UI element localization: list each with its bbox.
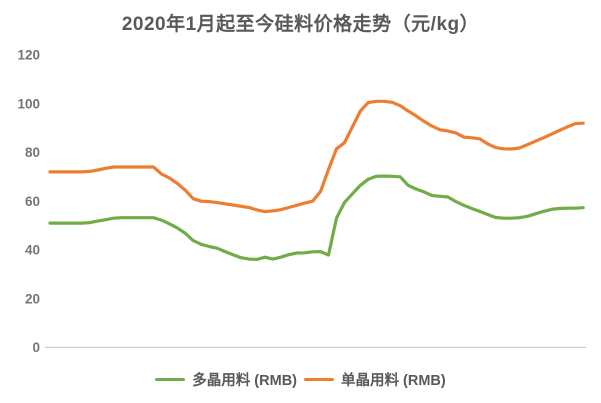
legend-label-monosilicon: 单晶用料 (RMB): [341, 373, 446, 389]
legend-label-polysilicon: 多晶用料 (RMB): [192, 373, 297, 389]
y-tick-120: 120: [17, 48, 40, 63]
y-tick-20: 20: [25, 291, 40, 306]
green-line-swatch-icon: [155, 377, 186, 382]
y-tick-0: 0: [32, 340, 40, 355]
y-tick-80: 80: [25, 145, 40, 160]
y-tick-100: 100: [17, 96, 40, 111]
orange-line-swatch-icon: [304, 377, 334, 382]
y-axis-tick-labels: 120 100 80 60 40 20 0: [17, 48, 40, 355]
chart-legend: 多晶用料 (RMB) 单晶用料 (RMB): [0, 369, 601, 390]
y-tick-40: 40: [25, 243, 40, 258]
series-line-polysilicon: [48, 174, 585, 261]
chart-title: 2020年1月起至今硅料价格走势（元/kg）: [121, 14, 480, 35]
series-line-monosilicon: [48, 99, 585, 214]
y-tick-60: 60: [25, 194, 40, 209]
legend-item-polysilicon: 多晶用料 (RMB): [155, 369, 297, 390]
legend-item-monosilicon: 单晶用料 (RMB): [304, 369, 446, 390]
